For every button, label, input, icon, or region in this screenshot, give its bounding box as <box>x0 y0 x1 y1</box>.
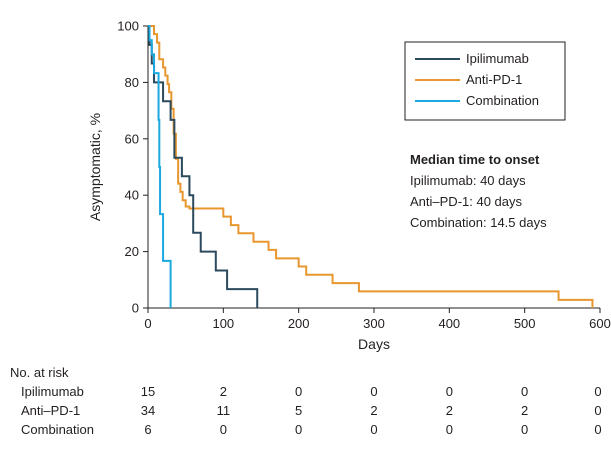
x-tick-label: 400 <box>438 316 460 331</box>
x-axis-title: Days <box>358 336 390 352</box>
legend-box <box>404 41 566 121</box>
y-tick-label: 40 <box>125 188 139 203</box>
annotation-line-ipilimumab: Ipilimumab: 40 days <box>410 173 526 188</box>
at-risk-row-label: Ipilimumab <box>21 384 84 399</box>
series-line-combination <box>148 25 172 308</box>
at-risk-row-combination: Combination 6 0 0 0 0 0 0 <box>21 422 602 437</box>
annotation-line-combination: Combination: 14.5 days <box>410 215 547 230</box>
x-tick-label: 0 <box>144 316 151 331</box>
at-risk-value: 15 <box>141 384 155 399</box>
y-axis-ticks: 0 20 40 60 80 100 <box>117 19 148 316</box>
at-risk-value: 34 <box>141 403 155 418</box>
at-risk-table: No. at risk Ipilimumab 15 2 0 0 0 0 0 Anti–PD-1 3… <box>10 365 602 437</box>
legend-label-combination: Combination <box>466 93 539 108</box>
at-risk-value: 11 <box>217 403 231 418</box>
legend: Ipilimumab Anti-PD-1 Combination <box>404 41 566 121</box>
y-tick-label: 0 <box>132 301 139 316</box>
at-risk-row-label: Anti–PD-1 <box>21 403 80 418</box>
at-risk-value: 0 <box>594 403 601 418</box>
y-tick-label: 100 <box>117 19 139 34</box>
at-risk-value: 0 <box>594 384 601 399</box>
at-risk-header: No. at risk <box>10 365 69 380</box>
x-tick-label: 500 <box>514 316 536 331</box>
at-risk-row-ipilimumab: Ipilimumab 15 2 0 0 0 0 0 <box>21 384 602 399</box>
at-risk-value: 0 <box>446 384 453 399</box>
at-risk-row-anti-pd1: Anti–PD-1 34 11 5 2 2 2 0 <box>21 403 602 418</box>
legend-label-ipilimumab: Ipilimumab <box>466 51 529 66</box>
at-risk-value: 2 <box>220 384 227 399</box>
legend-label-anti-pd1: Anti-PD-1 <box>466 72 522 87</box>
at-risk-value: 6 <box>144 422 151 437</box>
x-tick-label: 200 <box>288 316 310 331</box>
at-risk-value: 0 <box>521 384 528 399</box>
y-axis-title: Asymptomatic, % <box>87 113 103 221</box>
at-risk-value: 2 <box>446 403 453 418</box>
y-tick-label: 80 <box>125 75 139 90</box>
at-risk-value: 0 <box>370 422 377 437</box>
x-tick-label: 600 <box>589 316 611 331</box>
at-risk-value: 0 <box>370 384 377 399</box>
at-risk-value: 0 <box>446 422 453 437</box>
y-tick-label: 20 <box>125 244 139 259</box>
at-risk-row-label: Combination <box>21 422 94 437</box>
y-tick-label: 60 <box>125 131 139 146</box>
at-risk-value: 0 <box>594 422 601 437</box>
x-tick-label: 100 <box>212 316 234 331</box>
at-risk-value: 2 <box>370 403 377 418</box>
at-risk-value: 0 <box>521 422 528 437</box>
at-risk-value: 2 <box>521 403 528 418</box>
at-risk-value: 0 <box>295 384 302 399</box>
annotation-line-anti-pd1: Anti–PD-1: 40 days <box>410 194 523 209</box>
at-risk-value: 0 <box>220 422 227 437</box>
median-annotation: Median time to onset Ipilimumab: 40 days… <box>410 152 547 230</box>
series-layer <box>148 25 594 308</box>
annotation-title: Median time to onset <box>410 152 540 167</box>
x-axis-ticks: 0 100 200 300 400 500 600 <box>144 308 611 331</box>
at-risk-value: 0 <box>295 422 302 437</box>
at-risk-value: 5 <box>295 403 302 418</box>
series-line-anti-pd1 <box>148 25 594 308</box>
x-tick-label: 300 <box>363 316 385 331</box>
